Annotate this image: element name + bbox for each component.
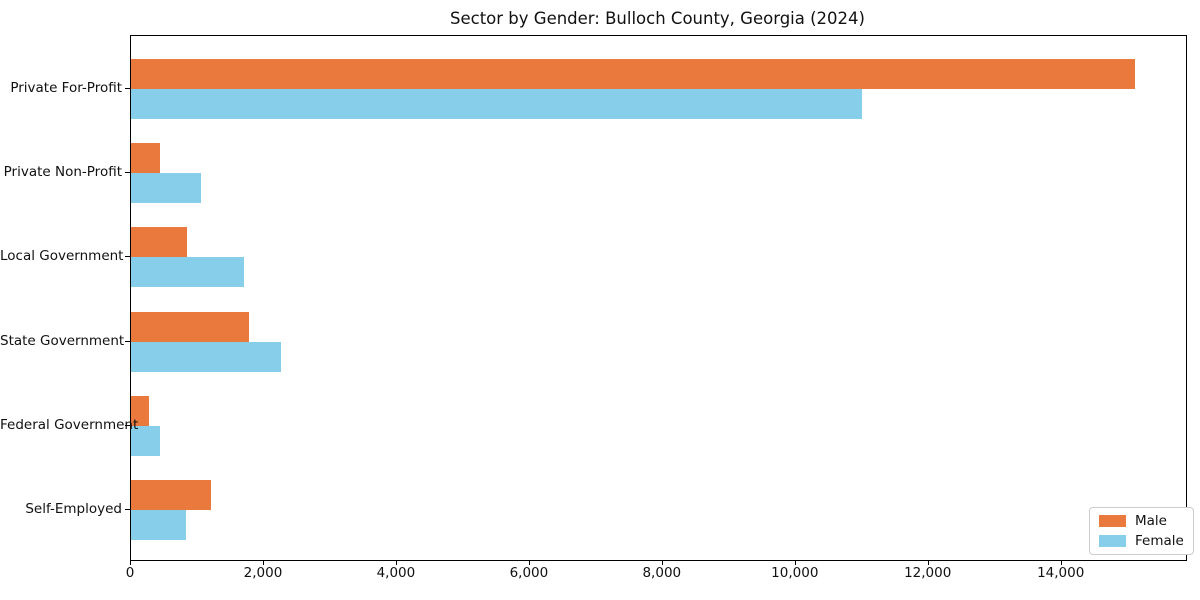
x-tick-mark (395, 560, 397, 565)
y-tick-mark (125, 424, 130, 426)
x-tick-mark (528, 560, 530, 565)
y-tick-label-federal-government: Federal Government (0, 416, 139, 433)
legend-label-female: Female (1135, 533, 1184, 549)
bar-female-state-government (131, 341, 281, 372)
y-tick-label-local-government: Local Government (0, 248, 124, 265)
plot-area (130, 35, 1187, 561)
y-tick-label-private-for-profit: Private For-Profit (10, 80, 122, 96)
x-tick-label-14-000: 14,000 (1037, 565, 1085, 581)
x-tick-label-12-000: 12,000 (904, 565, 952, 581)
legend-swatch-male-icon (1099, 515, 1126, 527)
x-tick-label-10-000: 10,000 (771, 565, 819, 581)
x-tick-mark (927, 560, 929, 565)
x-tick-label-2-000: 2,000 (243, 565, 283, 581)
bar-female-local-government (131, 257, 244, 288)
bar-male-federal-government (131, 395, 149, 426)
bar-male-state-government (131, 311, 250, 342)
bar-male-self-employed (131, 480, 211, 510)
bar-female-private-non-profit (131, 173, 201, 204)
x-tick-mark (794, 560, 796, 565)
legend-item-female: Female (1099, 534, 1184, 548)
y-tick-mark (125, 88, 130, 89)
x-tick-label-6-000: 6,000 (509, 565, 549, 581)
bar-female-self-employed (131, 510, 187, 540)
bar-male-local-government (131, 227, 187, 258)
y-tick-mark (125, 256, 130, 258)
x-tick-mark (661, 560, 663, 565)
legend-label-male: Male (1135, 513, 1167, 529)
x-tick-label-8-000: 8,000 (642, 565, 682, 581)
legend: Male Female (1089, 507, 1194, 555)
y-tick-mark (125, 509, 130, 510)
y-tick-mark (125, 340, 130, 342)
legend-item-male: Male (1099, 514, 1184, 528)
y-tick-label-private-non-profit: Private Non-Profit (3, 164, 122, 181)
x-tick-mark (263, 560, 264, 565)
y-tick-mark (125, 172, 130, 174)
x-tick-label-0: 0 (125, 565, 135, 581)
bar-female-federal-government (131, 425, 160, 456)
legend-swatch-female-icon (1099, 535, 1126, 547)
chart-title: Sector by Gender: Bulloch County, Georgi… (450, 9, 865, 28)
y-tick-label-self-employed: Self-Employed (25, 501, 122, 517)
x-tick-label-4-000: 4,000 (376, 565, 416, 581)
y-tick-label-state-government: State Government (0, 332, 125, 349)
bar-male-private-non-profit (131, 143, 161, 174)
x-tick-mark (1060, 560, 1062, 565)
bar-female-private-for-profit (131, 89, 863, 119)
x-tick-mark (130, 560, 131, 565)
bar-male-private-for-profit (131, 59, 1135, 89)
